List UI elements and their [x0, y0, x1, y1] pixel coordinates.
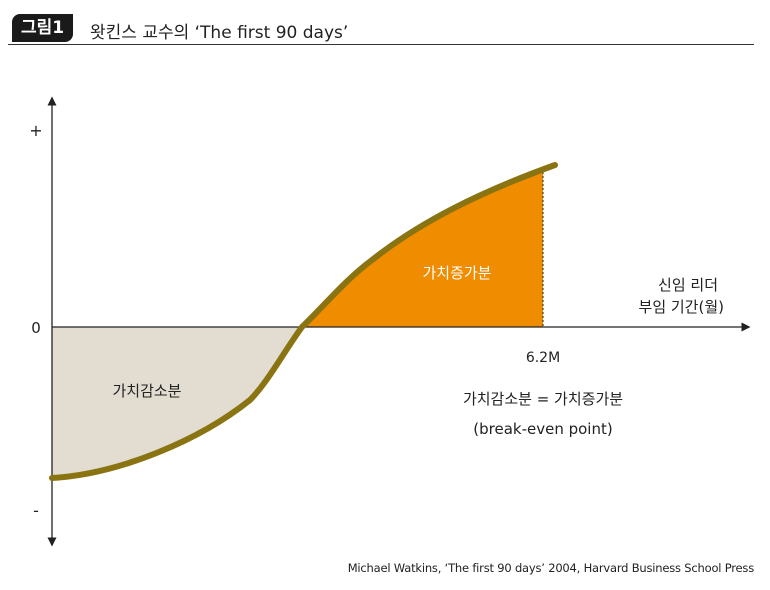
value-loss-area	[52, 327, 302, 478]
figure-title: 왓킨스 교수의 ‘The first 90 days’	[90, 23, 349, 43]
source-credit: Michael Watkins, ‘The first 90 days’ 200…	[347, 561, 755, 575]
value-curve	[49, 162, 558, 481]
loss-area-label: 가치감소분	[112, 382, 181, 400]
x-axis-label-line1: 신임 리더	[658, 276, 718, 294]
x-axis-label-line2: 부임 기간(월)	[639, 298, 724, 316]
gain-area-label: 가치증가분	[422, 264, 491, 282]
break-even-text: (break-even point)	[473, 420, 612, 438]
breakpoint-label: 6.2M	[526, 350, 560, 366]
y-bottom-label: -	[33, 501, 39, 520]
y-top-label: +	[29, 121, 42, 140]
figure-badge: 그림1	[12, 14, 74, 42]
equation-text: 가치감소분 = 가치증가분	[463, 390, 623, 408]
figure-header: 그림1 왓킨스 교수의 ‘The first 90 days’	[8, 8, 754, 45]
y-zero-label: 0	[31, 319, 41, 337]
value-gain-area	[302, 172, 543, 327]
